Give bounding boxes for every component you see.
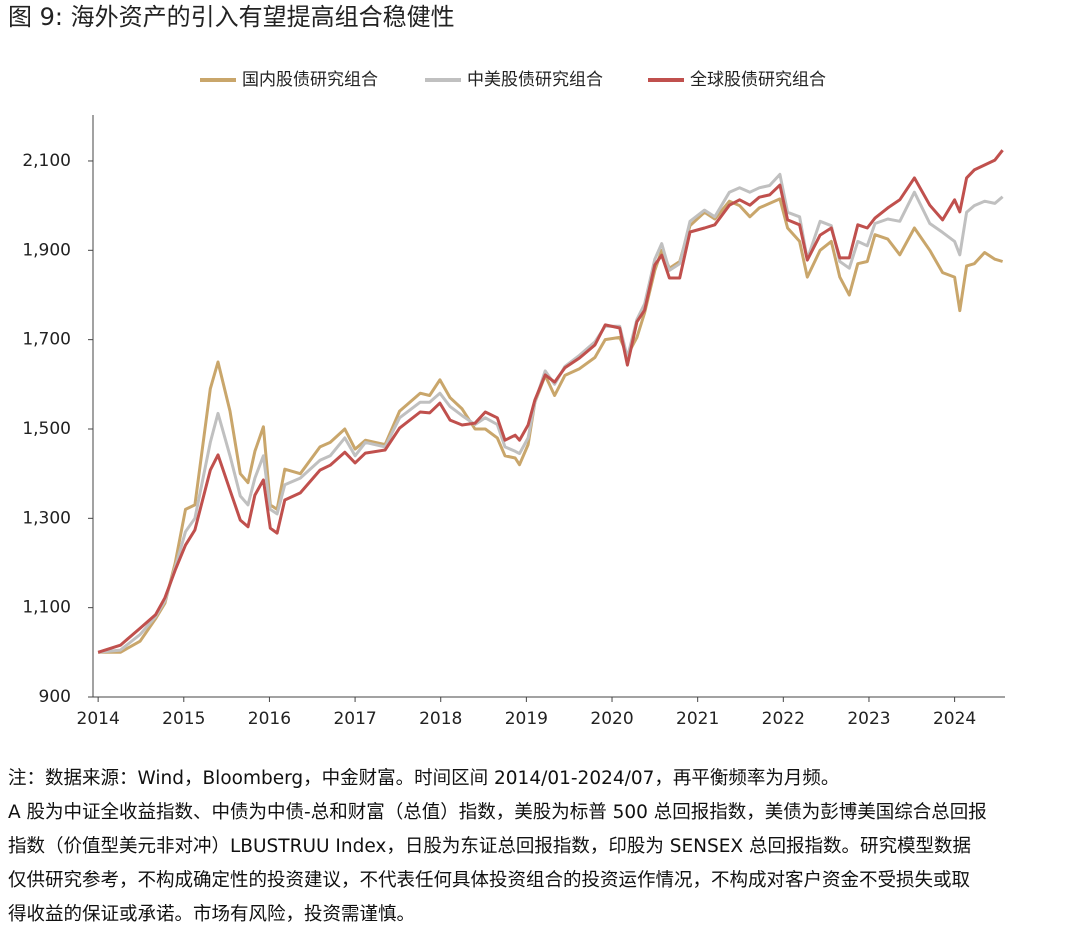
x-tick-label: 2024 (933, 709, 976, 729)
notes: 注：数据来源：Wind，Bloomberg，中金财富。时间区间 2014/01-… (8, 762, 1074, 932)
x-tick-label: 2014 (77, 709, 120, 729)
y-tick-label: 1,300 (22, 508, 71, 528)
chart-title: 图 9: 海外资产的引入有望提高组合稳健性 (8, 3, 455, 31)
series-line (98, 197, 1004, 654)
note-line: 得收益的保证或承诺。市场有风险，投资需谨慎。 (8, 904, 416, 925)
x-tick-label: 2020 (590, 709, 633, 729)
y-tick-label: 1,900 (22, 240, 71, 260)
note-line: 指数（价值型美元非对冲）LBUSTRUU Index，日股为东证总回报指数，印股… (8, 836, 971, 857)
x-tick-label: 2023 (847, 709, 890, 729)
y-tick-label: 1,100 (22, 598, 71, 618)
legend-label: 国内股债研究组合 (242, 70, 378, 90)
x-tick-label: 2015 (162, 709, 205, 729)
series-line (97, 149, 1004, 654)
y-tick-label: 900 (39, 687, 71, 707)
x-tick-label: 2017 (333, 709, 376, 729)
note-line: 注：数据来源：Wind，Bloomberg，中金财富。时间区间 2014/01-… (8, 768, 840, 789)
legend-label: 全球股债研究组合 (690, 70, 826, 90)
chart: 图 9: 海外资产的引入有望提高组合稳健性 900 1,100 1,300 1,500… (8, 3, 1005, 729)
note-line: 仅供研究参考，不构成确定性的投资建议，不代表任何具体投资组合的投资运作情况，不构… (8, 870, 971, 891)
legend-label: 中美股债研究组合 (467, 70, 603, 90)
series-line (97, 172, 1004, 654)
y-tick-label: 1,700 (22, 330, 71, 350)
x-tick-label: 2016 (248, 709, 291, 729)
y-tick-label: 1,500 (22, 419, 71, 439)
y-tick-label: 2,100 (22, 151, 71, 171)
x-tick-label: 2021 (676, 709, 719, 729)
x-tick-label: 2019 (505, 709, 548, 729)
note-line: A 股为中证全收益指数、中债为中债-总和财富（总值）指数，美股为标普 500 总… (8, 802, 987, 823)
x-tick-label: 2018 (419, 709, 462, 729)
x-tick-label: 2022 (762, 709, 805, 729)
